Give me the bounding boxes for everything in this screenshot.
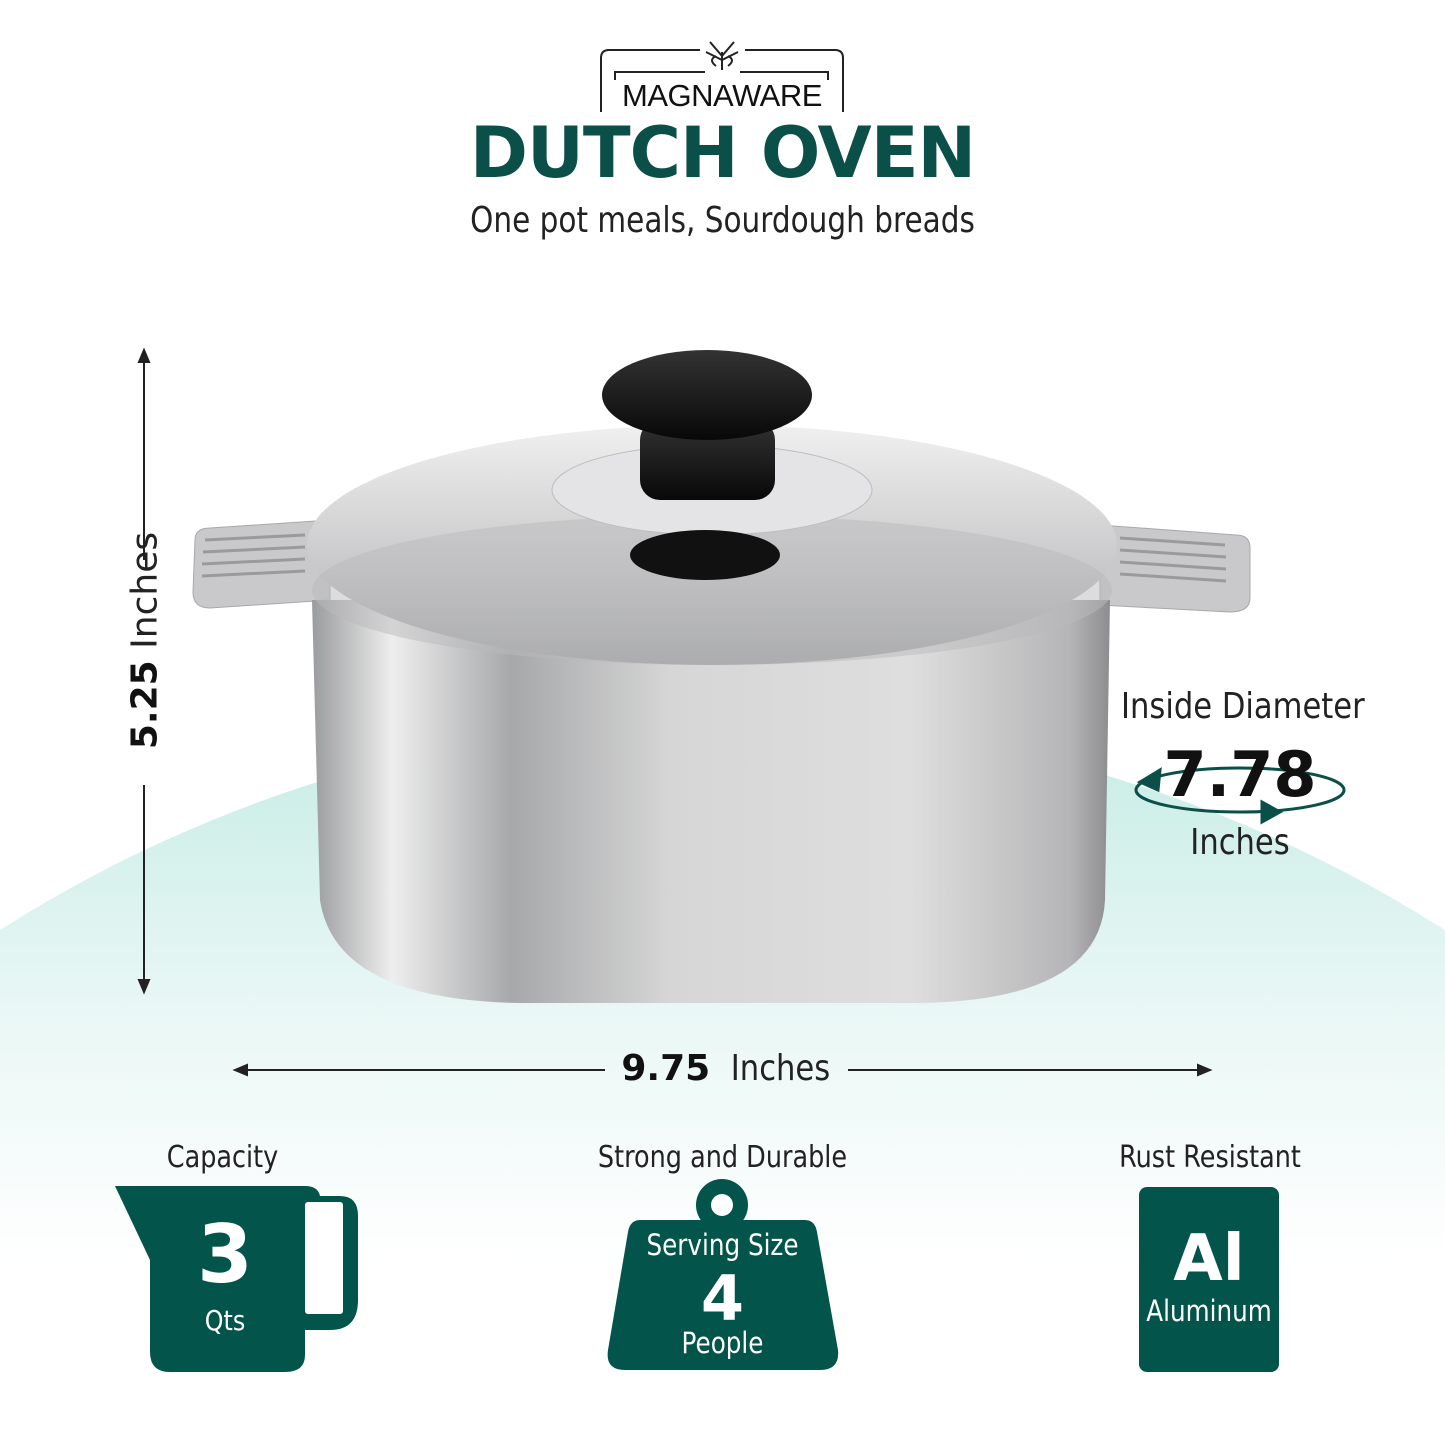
capacity-label: Capacity xyxy=(166,1140,279,1175)
element-symbol: Al xyxy=(1173,1222,1245,1296)
page-subtitle: One pot meals, Sourdough breads xyxy=(470,200,975,241)
serving-size-unit: People xyxy=(681,1326,764,1360)
height-dimension: 5.25 Inches xyxy=(124,531,166,750)
magnaware-logo xyxy=(600,41,844,112)
dimension-lines xyxy=(137,347,1213,1077)
serving-size-label: Serving Size xyxy=(646,1228,799,1262)
measuring-cup-icon xyxy=(115,1186,358,1372)
inside-diameter-unit: Inches xyxy=(1190,822,1290,863)
brand-name: MAGNAWARE xyxy=(622,78,822,113)
inside-diameter-value: 7.78 xyxy=(1163,738,1317,811)
width-dimension: 9.75 Inches xyxy=(621,1048,830,1089)
inside-diameter-label: Inside Diameter xyxy=(1121,686,1365,727)
serving-size-value: 4 xyxy=(700,1262,745,1335)
element-name: Aluminum xyxy=(1146,1294,1272,1328)
dutch-oven-image xyxy=(192,350,1251,1003)
element-tile-icon xyxy=(1139,1187,1279,1372)
weight-icon xyxy=(607,1179,839,1370)
page-title: DUTCH OVEN xyxy=(469,112,976,194)
rotation-arrow-icon xyxy=(1134,766,1346,825)
rust-resistant-label: Rust Resistant xyxy=(1119,1140,1301,1175)
capacity-unit: Qts xyxy=(204,1304,246,1337)
capacity-value: 3 xyxy=(197,1208,253,1301)
durability-label: Strong and Durable xyxy=(597,1140,848,1175)
